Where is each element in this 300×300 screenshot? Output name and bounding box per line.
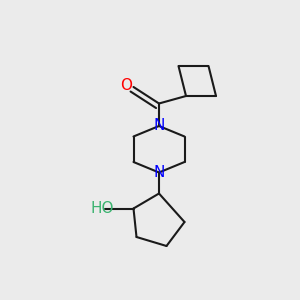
Text: O: O: [120, 78, 132, 93]
Text: N: N: [153, 165, 165, 180]
Text: HO: HO: [90, 201, 114, 216]
Text: N: N: [153, 118, 165, 134]
